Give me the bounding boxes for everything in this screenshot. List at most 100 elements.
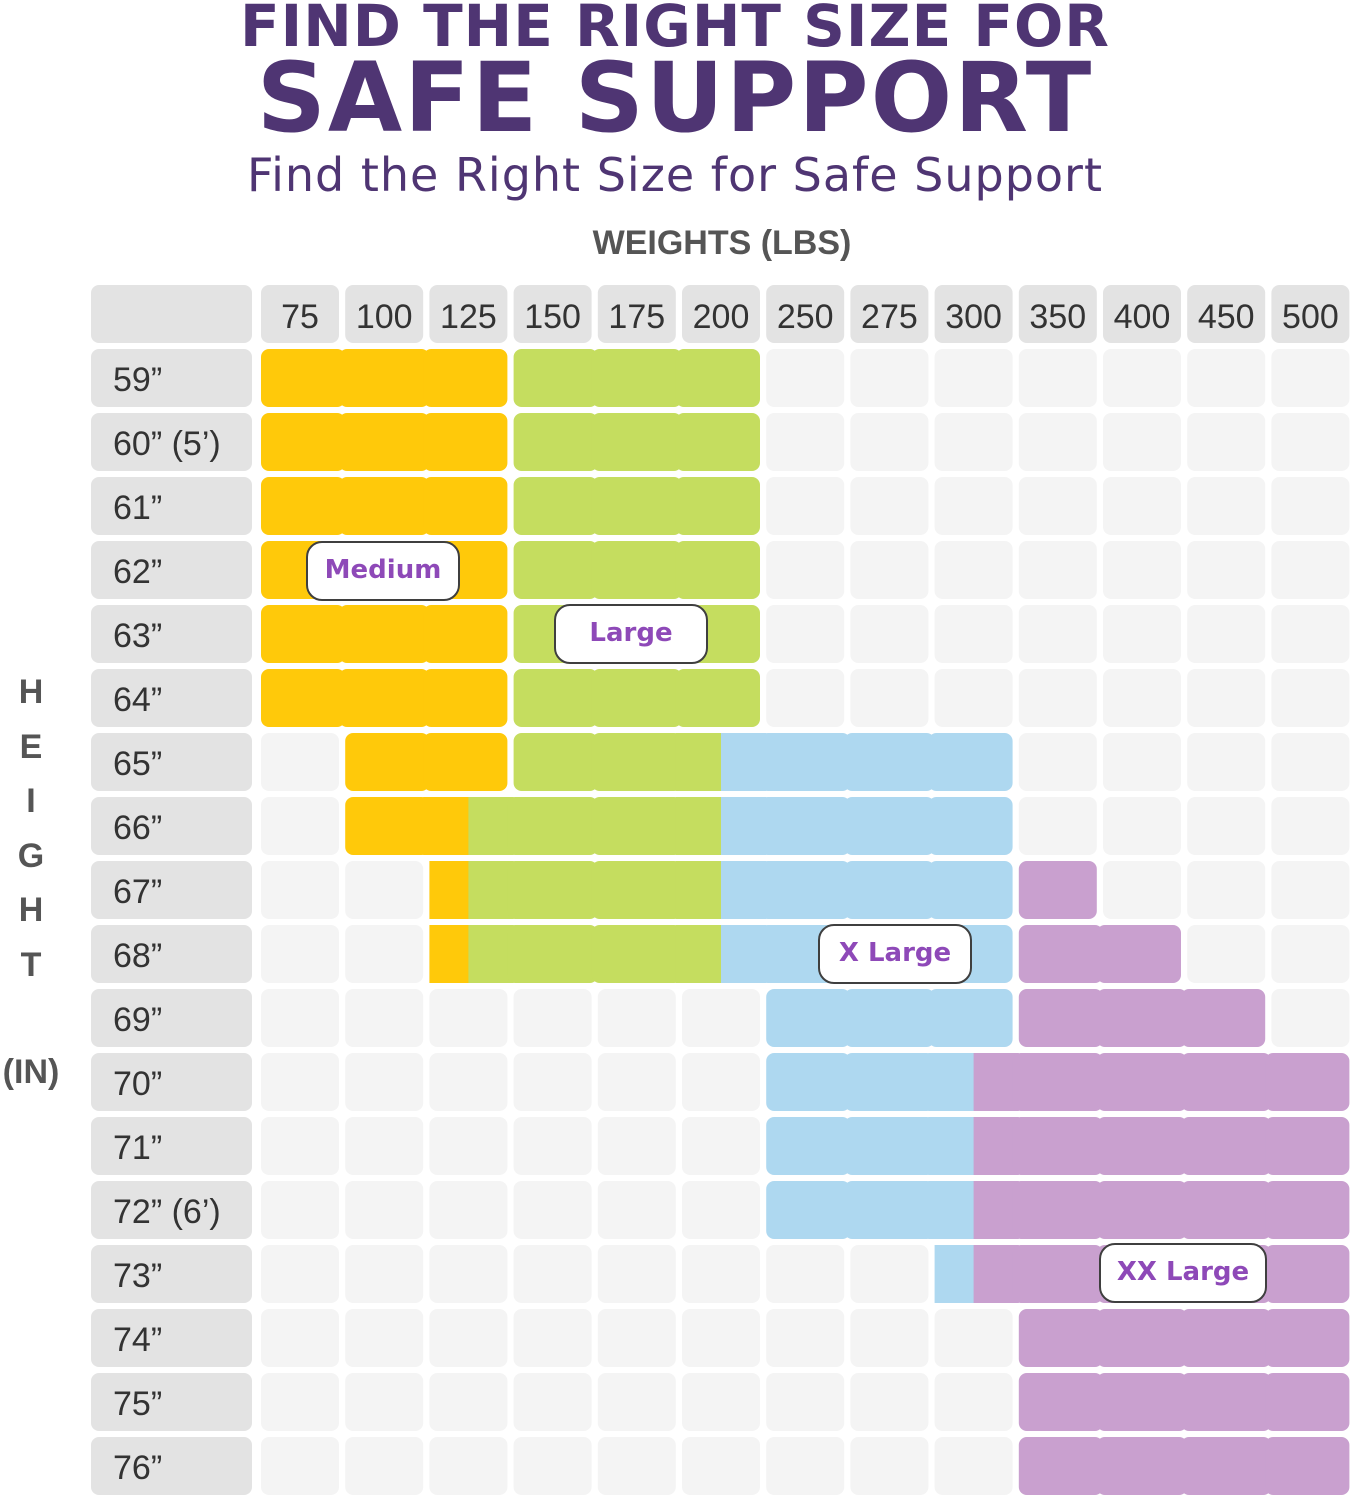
chart-cell-split bbox=[675, 925, 722, 983]
chart-cell-empty bbox=[429, 1309, 508, 1367]
y-axis-label-letter: H bbox=[18, 673, 44, 711]
chart-cell-empty bbox=[261, 1117, 339, 1175]
height-tick-label: 72” (6’) bbox=[113, 1193, 221, 1231]
chart-cell bbox=[1265, 1245, 1350, 1303]
chart-cell-empty bbox=[1187, 605, 1266, 663]
height-header-cell bbox=[91, 669, 252, 727]
chart-cell bbox=[1265, 1437, 1350, 1495]
chart-cell-split bbox=[928, 1181, 975, 1239]
chart-cell bbox=[339, 605, 430, 663]
chart-cell-empty bbox=[1103, 541, 1181, 599]
chart-cell bbox=[766, 1117, 851, 1175]
chart-cell-empty bbox=[934, 669, 1013, 727]
height-tick-label: 71” bbox=[113, 1129, 162, 1167]
chart-cell bbox=[261, 413, 346, 471]
height-tick-label: 59” bbox=[113, 361, 162, 399]
height-tick-label: 70” bbox=[113, 1065, 162, 1103]
height-tick-label: 75” bbox=[113, 1385, 162, 1423]
chart-cell bbox=[844, 1117, 935, 1175]
chart-cell-empty bbox=[345, 1181, 424, 1239]
height-header-cell bbox=[91, 925, 252, 983]
chart-cell-empty bbox=[766, 1309, 845, 1367]
chart-cell-empty bbox=[682, 1437, 760, 1495]
chart-cell-split bbox=[468, 861, 514, 919]
chart-cell bbox=[591, 669, 682, 727]
chart-cell-empty bbox=[1103, 797, 1181, 855]
weight-tick-label: 350 bbox=[1029, 298, 1086, 336]
chart-cell-empty bbox=[1271, 797, 1350, 855]
chart-cell-empty bbox=[345, 1437, 424, 1495]
chart-cell-empty bbox=[345, 1053, 424, 1111]
chart-cell-empty bbox=[850, 669, 929, 727]
height-tick-label: 62” bbox=[113, 553, 162, 591]
height-header-cell bbox=[91, 1053, 252, 1111]
chart-cell-empty bbox=[766, 605, 845, 663]
chart-cell bbox=[1096, 1309, 1188, 1367]
chart-cell-empty bbox=[345, 989, 424, 1047]
chart-cell-empty bbox=[1103, 349, 1181, 407]
chart-cell bbox=[507, 797, 598, 855]
chart-cell-empty bbox=[429, 1245, 508, 1303]
chart-cell bbox=[1181, 1181, 1272, 1239]
chart-cell bbox=[423, 413, 508, 471]
chart-cell-empty bbox=[429, 1117, 508, 1175]
chart-cell bbox=[675, 541, 760, 599]
weight-header-cell bbox=[934, 285, 1013, 343]
chart-cell-split bbox=[973, 1181, 1019, 1239]
height-tick-label: 67” bbox=[113, 873, 162, 911]
page-title-line1: FIND THE RIGHT SIZE FOR bbox=[240, 0, 1110, 60]
y-axis-label-unit: (IN) bbox=[2, 1053, 60, 1091]
height-tick-label: 61” bbox=[113, 489, 162, 527]
chart-cell-split bbox=[721, 797, 767, 855]
height-tick-label: 64” bbox=[113, 681, 162, 719]
chart-cell bbox=[1096, 1437, 1188, 1495]
chart-cell bbox=[760, 797, 851, 855]
height-header-cell bbox=[91, 349, 252, 407]
chart-cell-split bbox=[928, 1117, 975, 1175]
chart-cell-empty bbox=[934, 1373, 1013, 1431]
chart-cell bbox=[1265, 1373, 1350, 1431]
chart-cell-empty bbox=[597, 989, 676, 1047]
chart-cell bbox=[928, 733, 1013, 791]
weight-tick-label: 250 bbox=[777, 298, 834, 336]
chart-cell bbox=[1012, 1181, 1103, 1239]
chart-cell bbox=[261, 477, 346, 535]
height-header-cell bbox=[91, 861, 252, 919]
chart-cell bbox=[513, 541, 598, 599]
chart-cell-empty bbox=[1187, 349, 1266, 407]
chart-cell-empty bbox=[597, 1309, 676, 1367]
chart-cell bbox=[339, 413, 430, 471]
chart-cell bbox=[339, 669, 430, 727]
chart-cell bbox=[1096, 1181, 1188, 1239]
weight-tick-label: 100 bbox=[356, 298, 413, 336]
chart-cell-empty bbox=[513, 989, 592, 1047]
chart-cell bbox=[1181, 1373, 1272, 1431]
size-label-medium: Medium bbox=[306, 541, 460, 601]
chart-cell-empty bbox=[261, 1437, 339, 1495]
weight-header-cell bbox=[513, 285, 592, 343]
chart-cell bbox=[675, 349, 760, 407]
height-tick-label: 73” bbox=[113, 1257, 162, 1295]
chart-cell-split bbox=[468, 925, 514, 983]
chart-cell-empty bbox=[1271, 989, 1350, 1047]
weight-tick-label: 200 bbox=[693, 298, 750, 336]
weight-tick-label: 400 bbox=[1114, 298, 1171, 336]
chart-cell-empty bbox=[597, 1181, 676, 1239]
chart-cell-empty bbox=[1103, 477, 1181, 535]
page-subtitle: Find the Right Size for Safe Support bbox=[246, 148, 1103, 202]
chart-cell bbox=[513, 669, 598, 727]
height-header-cell bbox=[91, 1117, 252, 1175]
chart-cell-empty bbox=[261, 1373, 339, 1431]
height-tick-label: 63” bbox=[113, 617, 162, 655]
chart-cell-empty bbox=[261, 1309, 339, 1367]
chart-cell-empty bbox=[429, 1373, 508, 1431]
chart-cell-empty bbox=[766, 1437, 845, 1495]
chart-cell-empty bbox=[597, 1117, 676, 1175]
height-tick-label: 65” bbox=[113, 745, 162, 783]
chart-cell-empty bbox=[1271, 925, 1350, 983]
height-header-cell bbox=[91, 541, 252, 599]
chart-cell-empty bbox=[934, 541, 1013, 599]
chart-cell-split bbox=[675, 861, 722, 919]
chart-cell-empty bbox=[1271, 605, 1350, 663]
chart-cell-empty bbox=[1018, 605, 1097, 663]
